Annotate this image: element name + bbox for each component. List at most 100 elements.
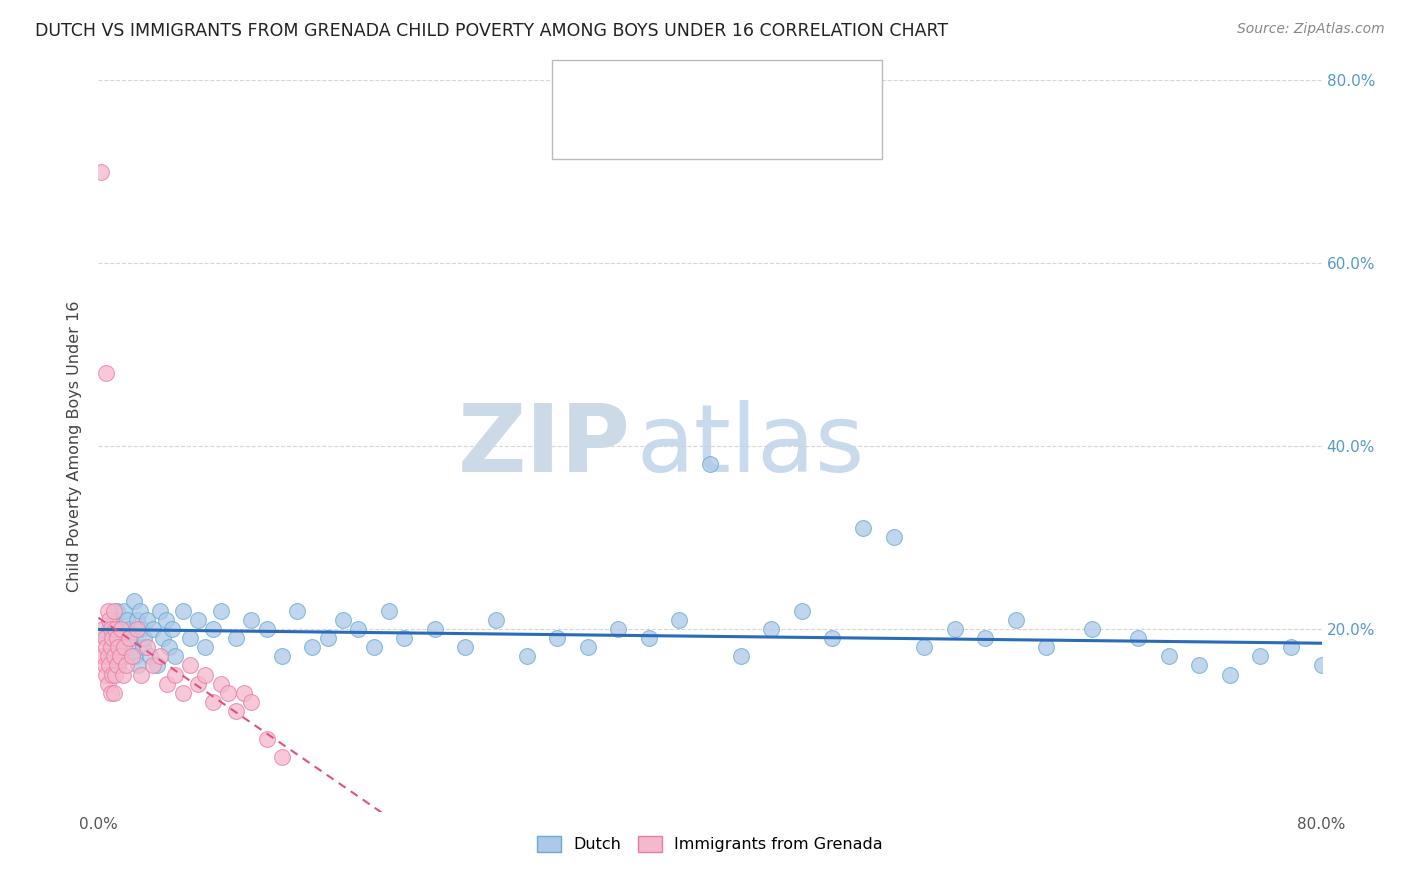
Point	[98, 622, 121, 636]
Point	[111, 667, 134, 681]
Point	[145, 658, 167, 673]
Point	[97, 603, 120, 617]
Point	[101, 649, 124, 664]
Point	[209, 603, 232, 617]
Text: R =: R =	[619, 76, 655, 94]
Point	[187, 613, 209, 627]
Point	[347, 622, 370, 636]
Point	[104, 640, 127, 655]
Point	[637, 631, 661, 645]
Point	[156, 676, 179, 690]
Point	[107, 640, 129, 655]
Point	[172, 603, 194, 617]
Point	[187, 676, 209, 690]
Point	[149, 603, 172, 617]
Text: atlas: atlas	[637, 400, 865, 492]
Point	[93, 658, 115, 673]
Point	[136, 613, 159, 627]
Point	[160, 622, 183, 636]
Point	[1371, 667, 1393, 681]
Point	[943, 622, 966, 636]
Point	[127, 658, 149, 673]
Point	[179, 658, 201, 673]
Point	[103, 649, 125, 664]
Point	[179, 631, 201, 645]
Point	[1081, 622, 1104, 636]
Text: R =: R =	[619, 123, 655, 141]
Point	[91, 622, 114, 636]
Point	[142, 658, 165, 673]
Point	[149, 649, 172, 664]
Point	[1157, 649, 1180, 664]
Point	[118, 622, 141, 636]
Point	[209, 676, 232, 690]
Point	[98, 658, 121, 673]
Point	[232, 686, 254, 700]
Point	[270, 649, 292, 664]
Point	[104, 622, 127, 636]
Point	[125, 613, 148, 627]
Point	[1249, 649, 1271, 664]
Point	[256, 731, 278, 746]
Point	[270, 749, 292, 764]
Point	[112, 640, 135, 655]
Point	[91, 649, 114, 664]
Point	[240, 695, 263, 709]
Point	[1402, 658, 1406, 673]
Text: 52: 52	[815, 123, 838, 141]
Text: N =: N =	[761, 76, 797, 94]
Point	[115, 649, 138, 664]
Point	[912, 640, 935, 655]
Point	[132, 640, 155, 655]
Point	[202, 695, 225, 709]
Point	[134, 631, 156, 645]
Point	[94, 667, 117, 681]
Point	[97, 676, 120, 690]
Point	[316, 631, 339, 645]
Text: Source: ZipAtlas.com: Source: ZipAtlas.com	[1237, 22, 1385, 37]
Point	[163, 649, 186, 664]
Point	[94, 366, 117, 380]
Point	[94, 640, 117, 655]
Point	[546, 631, 568, 645]
Point	[98, 613, 121, 627]
Text: DUTCH VS IMMIGRANTS FROM GRENADA CHILD POVERTY AMONG BOYS UNDER 16 CORRELATION C: DUTCH VS IMMIGRANTS FROM GRENADA CHILD P…	[35, 22, 948, 40]
Point	[240, 613, 263, 627]
Point	[104, 667, 127, 681]
Point	[225, 631, 247, 645]
Text: -0.170: -0.170	[676, 76, 735, 94]
Point	[1279, 640, 1302, 655]
Y-axis label: Child Poverty Among Boys Under 16: Child Poverty Among Boys Under 16	[67, 301, 83, 591]
Text: N =: N =	[761, 123, 797, 141]
Point	[142, 622, 165, 636]
Point	[97, 649, 120, 664]
Point	[103, 603, 125, 617]
Point	[110, 631, 132, 645]
Point	[852, 521, 875, 535]
Point	[217, 686, 239, 700]
Point	[139, 649, 162, 664]
Point	[1341, 649, 1364, 664]
Point	[1219, 667, 1241, 681]
Point	[378, 603, 401, 617]
Point	[301, 640, 323, 655]
Point	[363, 640, 385, 655]
Point	[90, 164, 112, 178]
Point	[163, 667, 186, 681]
Point	[1004, 613, 1026, 627]
Point	[155, 613, 177, 627]
Point	[1035, 640, 1057, 655]
Point	[120, 631, 142, 645]
Point	[194, 667, 217, 681]
Legend: Dutch, Immigrants from Grenada: Dutch, Immigrants from Grenada	[530, 830, 890, 859]
Point	[576, 640, 599, 655]
Point	[730, 649, 752, 664]
Point	[101, 667, 124, 681]
Point	[129, 667, 152, 681]
FancyBboxPatch shape	[551, 60, 883, 159]
Point	[121, 649, 143, 664]
Point	[136, 640, 159, 655]
Point	[157, 640, 180, 655]
Point	[122, 594, 145, 608]
Point	[392, 631, 416, 645]
